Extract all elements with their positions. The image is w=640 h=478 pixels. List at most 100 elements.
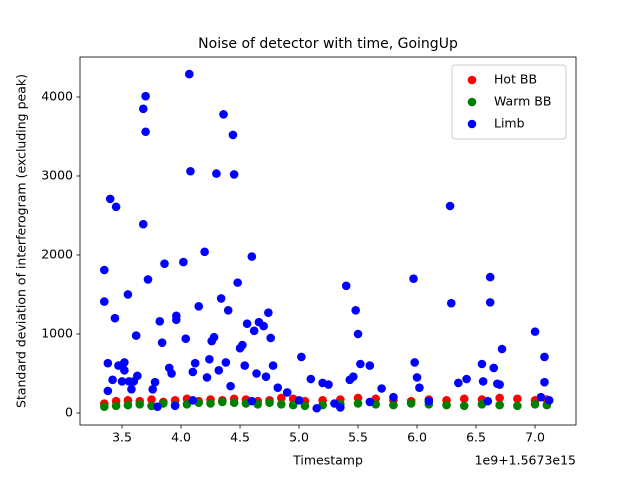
scatter-point — [188, 396, 198, 405]
scatter-point — [181, 334, 191, 344]
scatter-point — [103, 386, 113, 396]
y-tick-label: 1000 — [41, 325, 73, 340]
scatter-point — [544, 396, 554, 405]
scatter-point — [209, 332, 219, 342]
scatter-point — [389, 392, 398, 402]
scatter-point — [111, 401, 121, 411]
scatter-point — [141, 91, 150, 101]
legend-box — [451, 64, 567, 140]
scatter-point — [100, 297, 109, 306]
scatter-point — [167, 369, 176, 378]
scatter-point — [530, 327, 540, 336]
scatter-point — [120, 358, 129, 367]
scatter-point — [205, 354, 214, 364]
scatter-point — [536, 392, 546, 402]
scatter-point — [202, 373, 212, 382]
scatter-point — [221, 358, 231, 367]
scatter-point — [141, 127, 150, 137]
legend-marker — [467, 75, 477, 85]
y-tick-label: 4000 — [41, 88, 73, 103]
scatter-point — [540, 377, 549, 387]
x-tick-label: 6.5 — [466, 430, 486, 445]
scatter-point — [365, 397, 375, 407]
scatter-point — [238, 340, 247, 350]
scatter-point — [148, 384, 157, 394]
scatter-point — [179, 257, 188, 267]
scatter-point — [147, 395, 156, 404]
scatter-point — [446, 298, 456, 308]
scatter-point — [477, 359, 487, 369]
y-tick-label: 0 — [65, 404, 73, 419]
scatter-point — [277, 393, 286, 403]
x-axis-label: Timestamp — [292, 453, 363, 468]
scatter-point — [266, 333, 276, 343]
scatter-point — [540, 352, 549, 362]
scatter-point — [513, 394, 522, 404]
scatter-point — [412, 373, 422, 382]
scatter-point — [247, 252, 257, 261]
scatter-point — [377, 384, 386, 393]
scatter-point — [459, 401, 469, 411]
scatter-point — [123, 290, 133, 299]
scatter-point — [341, 281, 351, 291]
scatter-point — [108, 375, 117, 385]
scatter-point — [424, 396, 434, 406]
scatter-point — [171, 315, 181, 325]
scatter-point — [194, 302, 204, 311]
scatter-point — [497, 344, 507, 354]
scatter-point — [219, 110, 228, 119]
scatter-point — [170, 401, 180, 411]
scatter-point — [336, 403, 345, 412]
y-tick-label: 3000 — [41, 167, 73, 182]
legend-label: Limb — [494, 116, 525, 131]
scatter-point — [120, 366, 129, 375]
scatter-point — [153, 402, 162, 411]
scatter-point — [277, 400, 286, 409]
scatter-point — [288, 400, 298, 410]
scatter-point — [229, 398, 239, 408]
scatter-point — [223, 305, 233, 315]
scatter-point — [133, 371, 142, 381]
scatter-point — [111, 202, 121, 212]
scatter-point — [190, 358, 200, 368]
scatter-point — [100, 265, 109, 275]
scatter-point — [247, 396, 257, 406]
scatter-point — [249, 326, 259, 336]
scatter-point — [214, 366, 224, 375]
scatter-point — [492, 379, 502, 389]
scatter-point — [389, 400, 398, 410]
scatter-point — [513, 401, 522, 411]
scatter-point — [264, 308, 273, 317]
scatter-point — [131, 331, 141, 340]
scatter-point — [462, 374, 471, 384]
scatter-point — [228, 130, 238, 140]
x-tick-label: 7.0 — [525, 430, 545, 445]
scatter-point — [103, 358, 113, 368]
scatter-point — [212, 169, 221, 178]
scatter-point — [127, 384, 136, 394]
scatter-point — [356, 359, 365, 369]
scatter-point — [312, 403, 322, 413]
scatter-point — [478, 377, 488, 386]
scatter-point — [265, 398, 274, 408]
scatter-point — [459, 394, 469, 404]
scatter-point — [143, 275, 153, 284]
scatter-point — [483, 396, 493, 406]
scatter-point — [242, 319, 252, 329]
scatter-point — [218, 397, 227, 407]
scatter-point — [160, 259, 169, 268]
scatter-point — [410, 358, 419, 367]
scatter-point — [324, 380, 333, 389]
scatter-point — [157, 338, 167, 347]
y-tick-label: 2000 — [41, 246, 73, 261]
scatter-point — [123, 400, 133, 410]
scatter-point — [454, 378, 463, 388]
scatter-point — [200, 247, 209, 257]
plot-frame — [79, 56, 577, 426]
scatter-point — [252, 369, 261, 378]
x-offset-label: 1e9+1.5673e15 — [475, 453, 576, 468]
scatter-point — [353, 399, 363, 408]
scatter-point — [495, 400, 504, 410]
y-axis-label: Standard deviation of interferogram (exc… — [14, 74, 29, 408]
scatter-point — [268, 361, 278, 370]
